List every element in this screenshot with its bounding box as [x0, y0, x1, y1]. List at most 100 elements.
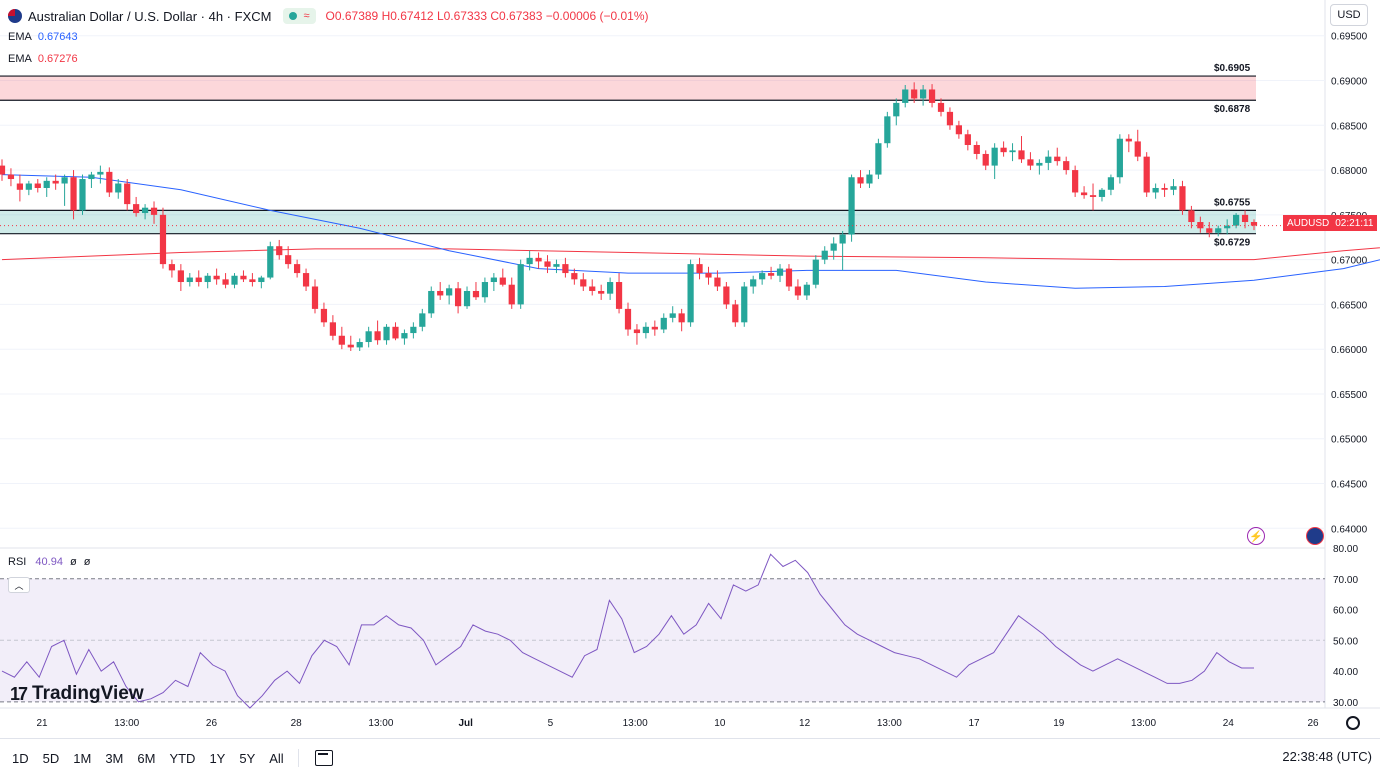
support-zone-bottom-label: $0.6729	[1214, 238, 1251, 249]
price-axis-tick: 0.69500	[1331, 32, 1368, 43]
candle-body	[902, 89, 909, 103]
candle-body	[1063, 161, 1070, 171]
ema-fast-legend[interactable]: EMA 0.67643	[8, 26, 649, 48]
calendar-icon[interactable]	[314, 750, 333, 766]
candle-body	[258, 277, 265, 283]
range-5d[interactable]: 5D	[42, 750, 60, 766]
candle-body	[562, 264, 569, 274]
rsi-extra-2: ø	[83, 556, 91, 568]
candle-body	[785, 268, 793, 287]
candle-body	[1161, 187, 1168, 190]
candle-body	[267, 246, 274, 278]
tradingview-logo-text: TradingView	[32, 683, 144, 704]
toolbar-divider	[297, 749, 299, 767]
time-axis-tick: 24	[1223, 718, 1235, 729]
candle-body	[660, 317, 667, 330]
candle-body	[1027, 159, 1034, 166]
currency-button[interactable]: USD	[1330, 4, 1368, 26]
candle-body	[1134, 141, 1141, 157]
candle-body	[419, 313, 426, 327]
candle-body	[302, 273, 310, 287]
range-1d[interactable]: 1D	[12, 750, 29, 766]
candle-body	[598, 290, 605, 294]
candle-body	[1152, 187, 1159, 193]
time-axis-tick: 13:00	[1131, 718, 1156, 729]
candle-body	[222, 279, 229, 285]
candle-body	[1018, 150, 1025, 160]
gear-icon[interactable]	[1346, 716, 1360, 730]
candle-body	[347, 344, 354, 348]
candle-body	[79, 179, 86, 211]
time-axis-tick: 28	[291, 718, 303, 729]
candle-body	[1188, 210, 1195, 223]
candle-body	[168, 264, 176, 271]
rsi-legend[interactable]: RSI 40.94 ø ø	[8, 556, 91, 568]
candle-body	[133, 204, 140, 214]
time-axis-tick: 26	[1307, 718, 1319, 729]
candle-body	[70, 177, 77, 211]
time-axis-tick: 13:00	[114, 718, 139, 729]
rsi-value: 40.94	[35, 556, 63, 568]
time-axis-tick: 10	[714, 718, 726, 729]
chart-canvas[interactable]: 0.695000.690000.685000.680000.675000.670…	[0, 0, 1380, 738]
utc-clock[interactable]: 22:38:48 (UTC)	[1282, 749, 1372, 764]
range-1y[interactable]: 1Y	[209, 750, 226, 766]
candle-body	[320, 308, 328, 323]
candle-body	[499, 277, 506, 285]
range-5y[interactable]: 5Y	[239, 750, 256, 766]
range-1m[interactable]: 1M	[73, 750, 92, 766]
time-axis-tick: 13:00	[368, 718, 393, 729]
range-3m[interactable]: 3M	[105, 750, 124, 766]
candle-body	[875, 143, 882, 175]
candle-body	[964, 134, 971, 146]
candle-body	[410, 326, 417, 334]
candle-body	[830, 243, 837, 251]
candle-body	[991, 147, 998, 166]
candle-body	[928, 89, 936, 103]
candle-body	[1080, 192, 1088, 196]
close-value: C0.67383	[490, 9, 543, 23]
tradingview-logo-mark: 17	[10, 683, 28, 704]
ema-slow-legend[interactable]: EMA 0.67276	[8, 48, 649, 70]
rsi-line	[1, 553, 1254, 709]
collapse-pane-button[interactable]: ︿	[8, 577, 30, 593]
candle-body	[723, 286, 730, 305]
candle-body	[893, 102, 900, 117]
price-axis-tick: 0.64500	[1331, 480, 1368, 491]
candle-body	[34, 183, 41, 188]
candle-body	[0, 165, 6, 175]
candle-body	[544, 261, 551, 267]
candle-body	[794, 286, 802, 296]
wave-icon: ≈	[303, 10, 310, 22]
candle-body	[1054, 156, 1061, 162]
candle-body	[1170, 186, 1177, 190]
candle-body	[535, 257, 542, 262]
candle-body	[624, 308, 632, 330]
candle-body	[240, 275, 247, 280]
range-ytd[interactable]: YTD	[169, 750, 196, 766]
candle-body	[1215, 228, 1222, 233]
candle-body	[195, 277, 202, 283]
candle-body	[204, 275, 211, 283]
ema-slow-label: EMA	[8, 53, 32, 65]
tradingview-logo: 17 TradingView	[10, 683, 144, 705]
candle-body	[911, 89, 918, 99]
candle-body	[463, 290, 471, 307]
market-status-pill[interactable]: ≈	[283, 8, 316, 24]
candle-body	[776, 268, 784, 276]
candle-body	[437, 290, 444, 296]
range-all[interactable]: All	[269, 750, 284, 766]
range-6m[interactable]: 6M	[137, 750, 156, 766]
candle-body	[7, 174, 15, 180]
candle-body	[97, 171, 104, 175]
symbol-title[interactable]: Australian Dollar / U.S. Dollar · 4h · F…	[28, 8, 272, 24]
time-axis-tick: 17	[969, 718, 981, 729]
rsi-axis-tick: 70.00	[1333, 575, 1358, 586]
range-selector: 1D 5D 1M 3M 6M YTD 1Y 5Y All	[12, 751, 284, 766]
candle-body	[1241, 214, 1249, 223]
candle-body	[141, 207, 149, 214]
economic-event-flag-icon[interactable]	[1306, 527, 1324, 545]
lightning-icon[interactable]: ⚡	[1247, 527, 1265, 545]
candle-body	[150, 207, 158, 215]
support-zone	[0, 210, 1256, 234]
